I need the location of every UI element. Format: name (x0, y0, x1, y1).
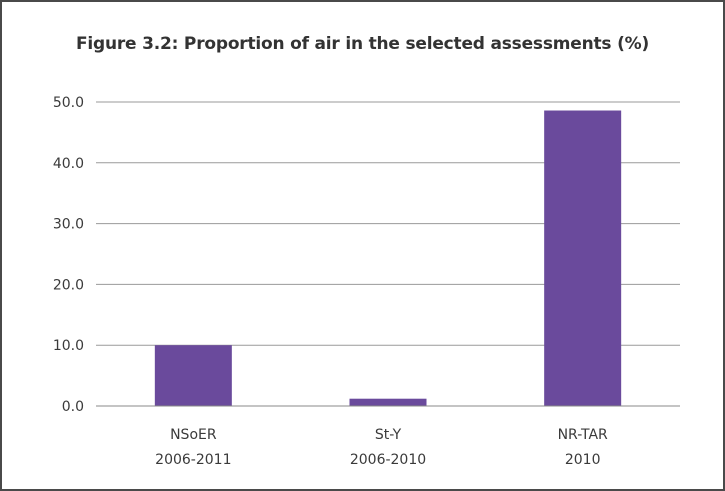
y-tick-label: 30.0 (53, 217, 84, 233)
chart-title: Figure 3.2: Proportion of air in the sel… (75, 34, 650, 54)
x-axis-labels: NSoER 2006-2011 St-Y 2006-2010 NR-TAR 2010 (155, 427, 608, 468)
x-category-label: 2006-2010 (350, 452, 426, 468)
x-category-label: NR-TAR (558, 427, 608, 443)
bar (154, 345, 232, 406)
y-tick-label: 50.0 (53, 95, 84, 111)
x-category-label: 2010 (565, 452, 601, 468)
y-tick-label: 10.0 (53, 338, 84, 354)
y-tick-label: 20.0 (53, 277, 84, 293)
bars (154, 110, 622, 407)
x-category-label: NSoER (170, 427, 217, 443)
x-category-label: St-Y (375, 427, 402, 443)
bar (544, 110, 622, 407)
x-category-label: 2006-2011 (155, 452, 231, 468)
y-tick-label: 0.0 (62, 399, 84, 415)
y-tick-label: 40.0 (53, 156, 84, 172)
bar (349, 398, 427, 406)
y-axis-ticks: 0.0 10.0 20.0 30.0 40.0 50.0 (53, 95, 84, 415)
